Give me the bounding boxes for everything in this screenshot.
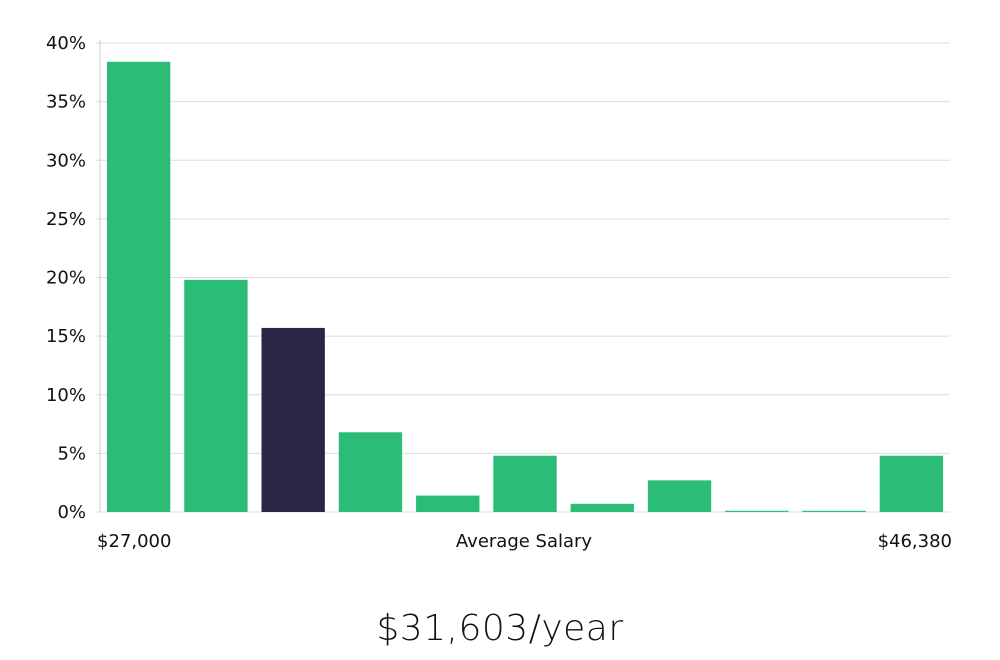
y-tick-label: 25% bbox=[46, 209, 86, 230]
bars-layer bbox=[106, 61, 944, 512]
bar[interactable] bbox=[106, 61, 171, 512]
bar[interactable] bbox=[879, 455, 944, 512]
bar[interactable] bbox=[338, 432, 403, 512]
y-tick-label: 20% bbox=[46, 268, 86, 289]
x-axis-title: Average Salary bbox=[456, 531, 593, 552]
y-tick-label: 15% bbox=[46, 326, 86, 347]
grid-layer: 0% 5% 10% 15% 20% 25% 30% 35% 40% bbox=[46, 33, 950, 523]
bar-highlighted[interactable] bbox=[261, 327, 325, 512]
y-tick-label: 30% bbox=[46, 150, 86, 171]
bar[interactable] bbox=[493, 455, 557, 512]
y-tick-label: 0% bbox=[57, 502, 86, 523]
bar[interactable] bbox=[725, 510, 789, 512]
bar[interactable] bbox=[647, 480, 712, 512]
bar[interactable] bbox=[570, 503, 634, 512]
average-salary-headline: $31,603/year bbox=[376, 608, 624, 649]
chart-canvas: 0% 5% 10% 15% 20% 25% 30% 35% 40% $27,000 Averag… bbox=[46, 33, 952, 552]
y-tick-label: 10% bbox=[46, 385, 86, 406]
bar[interactable] bbox=[416, 495, 480, 512]
y-tick-label: 35% bbox=[46, 92, 86, 113]
x-min-label: $27,000 bbox=[97, 531, 171, 552]
labels-layer: $27,000 Average Salary $46,380 bbox=[97, 531, 952, 552]
y-tick-label: 5% bbox=[57, 443, 86, 464]
x-max-label: $46,380 bbox=[878, 531, 952, 552]
bar[interactable] bbox=[802, 510, 866, 512]
y-tick-label: 40% bbox=[46, 33, 86, 54]
bar[interactable] bbox=[184, 279, 248, 512]
